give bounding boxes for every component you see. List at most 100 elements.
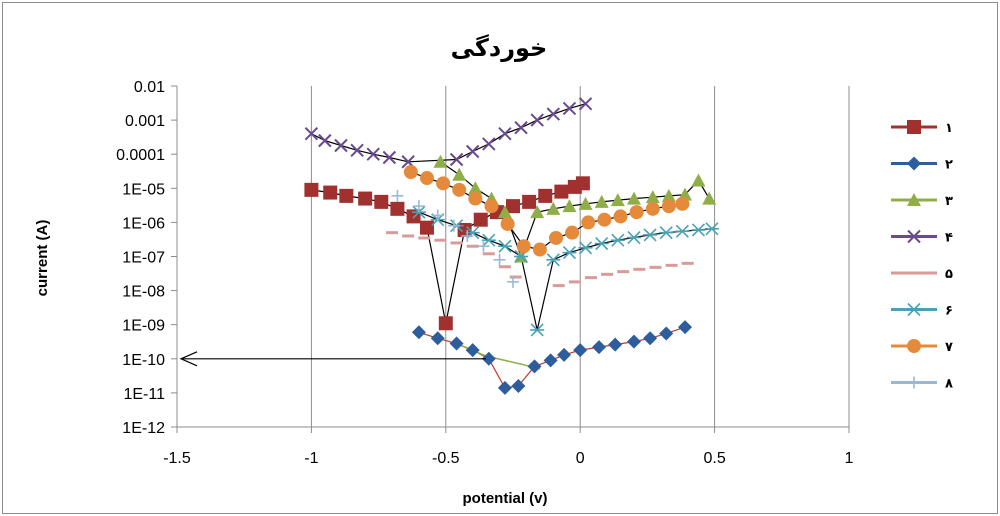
data-point [645, 201, 660, 216]
data-point [675, 224, 690, 238]
data-point [538, 188, 553, 203]
data-point [484, 199, 499, 214]
data-point [498, 126, 512, 141]
data-point [449, 336, 464, 351]
data-point [643, 228, 658, 242]
data-point [643, 331, 658, 346]
legend-label: ۳ [945, 194, 953, 209]
chart-title: خوردگی [451, 34, 548, 62]
data-point [691, 223, 706, 237]
data-point [543, 353, 558, 368]
x-tick-label: -1 [304, 450, 318, 467]
data-point [497, 205, 512, 219]
y-tick-label: 1E-05 [122, 181, 165, 198]
legend-item-7: ۷ [891, 339, 953, 355]
data-point [527, 359, 542, 374]
data-point [497, 239, 512, 253]
legend: ۱ ۲ ۳ ۴ ۵ ۶ ۷ ۸ [891, 120, 953, 392]
y-tick-label: 0.0001 [116, 147, 165, 164]
y-tick-label: 1E-09 [122, 318, 165, 335]
data-point [549, 230, 564, 245]
data-point [507, 275, 519, 288]
fit-curve [311, 103, 586, 163]
data-point [702, 191, 717, 205]
data-point [907, 193, 921, 206]
chart-svg: خوردگی -1.5 -1 -0.5 0 0.5 1 0.01 0.001 0.0001 1E-… [34, 34, 953, 507]
data-series [304, 97, 719, 395]
data-point [390, 201, 405, 216]
x-axis-label: potential (v) [463, 490, 548, 507]
data-point [468, 191, 483, 206]
data-point [382, 150, 397, 165]
data-point [675, 196, 690, 211]
y-tick-label: 1E-11 [123, 386, 165, 403]
data-point [610, 193, 625, 207]
data-point [578, 97, 593, 111]
data-point [626, 191, 641, 205]
data-point [565, 225, 580, 240]
y-tick-label: 1E-12 [122, 420, 165, 437]
data-point [511, 378, 526, 393]
legend-item-5: ۵ [891, 267, 953, 282]
data-point [907, 302, 921, 317]
y-tick-label: 1E-06 [122, 215, 165, 232]
series-2 [411, 320, 693, 395]
legend-label: ۶ [945, 304, 953, 319]
data-point [465, 144, 480, 159]
series-7 [403, 165, 690, 257]
data-point [546, 107, 561, 121]
legend-item-2: ۲ [891, 156, 953, 173]
data-point [907, 156, 921, 171]
data-point [481, 233, 496, 247]
data-point [465, 343, 480, 358]
data-point [907, 120, 921, 134]
data-point [907, 229, 921, 244]
x-tick-label: -1.5 [163, 450, 191, 467]
data-point [477, 240, 490, 253]
y-tick-label: 0.01 [134, 79, 165, 96]
data-point [659, 326, 674, 341]
data-point [575, 176, 590, 191]
data-point [908, 376, 920, 389]
legend-label: ۸ [945, 377, 953, 392]
data-point [659, 226, 674, 240]
data-point [411, 325, 426, 340]
data-point [546, 201, 561, 215]
data-point [562, 246, 577, 260]
data-point [678, 320, 693, 335]
data-point [366, 147, 380, 161]
data-point [481, 351, 496, 366]
data-point [304, 182, 319, 197]
data-point [514, 120, 528, 135]
legend-label: ۵ [945, 267, 953, 282]
legend-label: ۴ [945, 231, 953, 246]
legend-label: ۱ [945, 121, 953, 136]
grid-lines [310, 86, 850, 427]
data-point [506, 199, 520, 214]
data-point [430, 331, 445, 346]
data-point [608, 337, 623, 352]
y-tick-label: 1E-07 [122, 250, 165, 267]
y-axis-label: current (A) [34, 220, 51, 297]
data-point [562, 101, 577, 116]
data-point [473, 212, 488, 227]
data-point [557, 347, 572, 362]
data-point [436, 176, 451, 191]
data-point [411, 205, 426, 219]
data-point [431, 209, 444, 222]
data-point [391, 189, 404, 202]
data-point [546, 253, 561, 267]
data-point [562, 199, 577, 213]
data-point [452, 182, 467, 197]
legend-item-3: ۳ [891, 193, 953, 209]
data-point [629, 205, 644, 220]
data-point [482, 137, 496, 151]
data-point [530, 323, 545, 337]
data-point [412, 200, 425, 213]
legend-label: ۲ [945, 158, 953, 173]
data-point [318, 133, 332, 148]
data-point [358, 191, 373, 206]
data-point [339, 188, 354, 203]
legend-label: ۷ [945, 340, 953, 355]
